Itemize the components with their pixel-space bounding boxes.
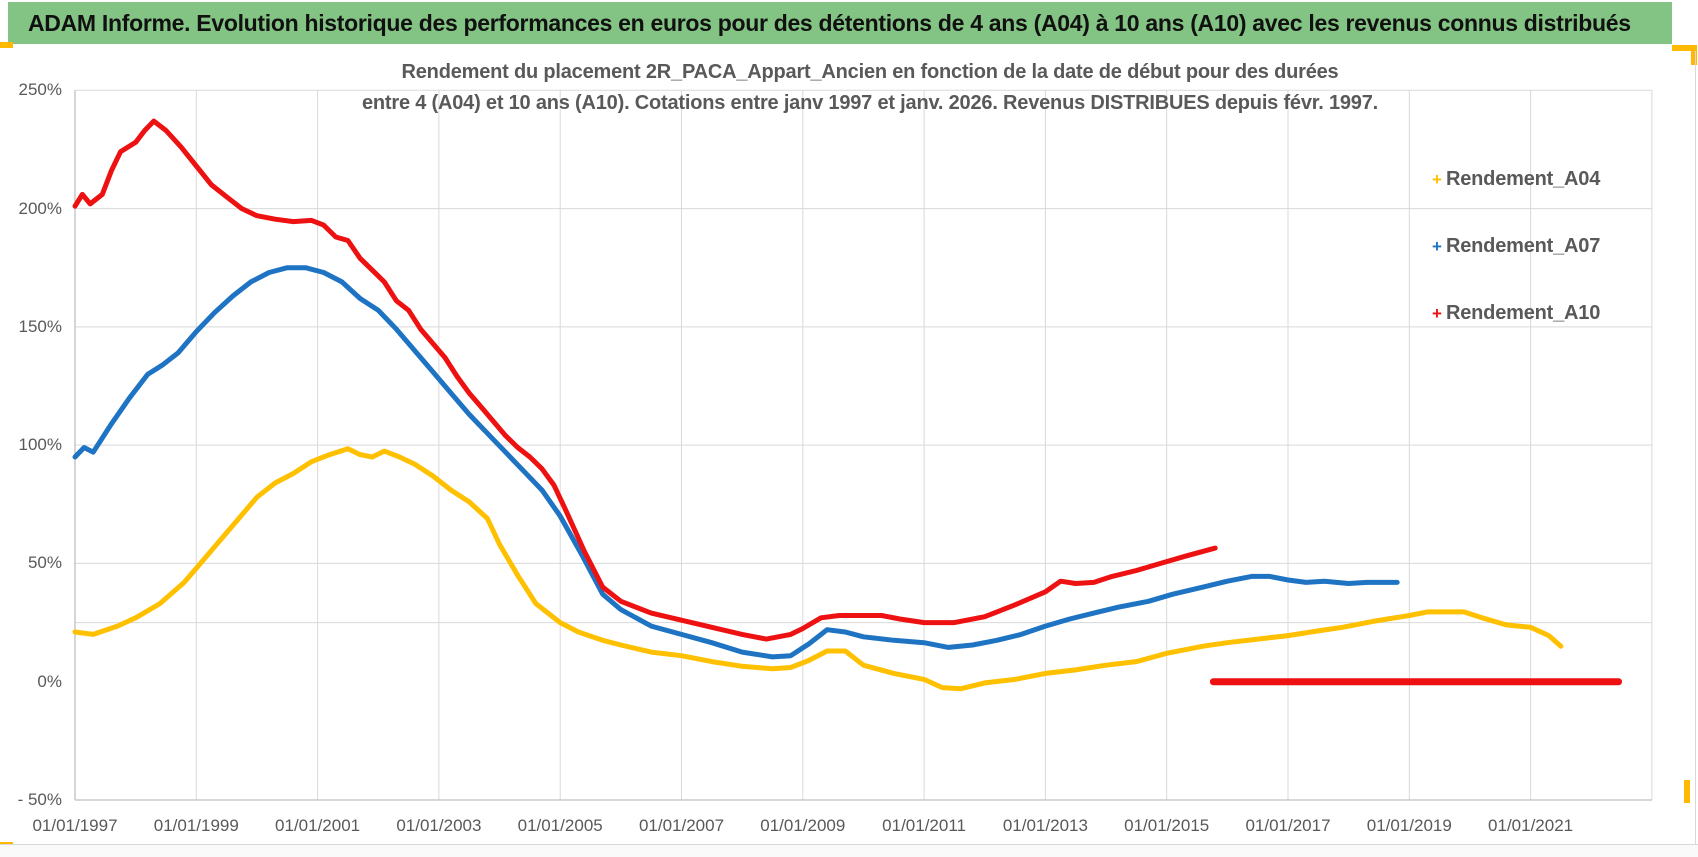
x-axis-label-2005: 01/01/2005 bbox=[517, 816, 603, 835]
sheet-row-below-chart bbox=[0, 845, 1698, 857]
legend-item-rendement_a04[interactable]: + Rendement_A04 bbox=[1428, 168, 1600, 191]
series-line-rendement_a04[interactable] bbox=[72, 446, 1564, 692]
legend-label: Rendement_A07 bbox=[1446, 235, 1601, 257]
selection-corner-top-right-h bbox=[1672, 45, 1697, 51]
legend-marker-icon: + bbox=[1432, 303, 1442, 323]
y-axis-label-200%: 200% bbox=[18, 198, 62, 218]
chart-title: Rendement du placement 2R_PACA_Appart_An… bbox=[300, 57, 1440, 119]
y-axis-label-0%: 0% bbox=[37, 671, 62, 691]
x-axis-label-1999: 01/01/1999 bbox=[153, 816, 239, 835]
y-axis-label-100%: 100% bbox=[18, 435, 62, 455]
selection-corner-top-left bbox=[0, 42, 13, 48]
x-axis-label-2017: 01/01/2017 bbox=[1245, 816, 1331, 835]
x-axis-label-2015: 01/01/2015 bbox=[1124, 816, 1210, 835]
selection-handle-bottom-right bbox=[1684, 780, 1690, 803]
y-axis-label--50%: - 50% bbox=[17, 790, 62, 809]
series-line-rendement_a07[interactable] bbox=[72, 265, 1400, 660]
x-axis-label-2013: 01/01/2013 bbox=[1002, 816, 1088, 835]
legend-label: Rendement_A10 bbox=[1446, 302, 1601, 324]
y-axis-label-250%: 250% bbox=[18, 80, 62, 100]
selection-corner-top-right-v bbox=[1691, 45, 1697, 65]
x-axis-label-1997: 01/01/1997 bbox=[32, 816, 118, 835]
legend-marker-icon: + bbox=[1432, 169, 1442, 189]
sheet-gridline-bottom bbox=[0, 844, 1698, 845]
legend-item-rendement_a07[interactable]: + Rendement_A07 bbox=[1428, 235, 1600, 258]
y-axis-label-50%: 50% bbox=[27, 553, 62, 573]
header-title: ADAM Informe. Evolution historique des p… bbox=[28, 9, 1631, 36]
chart-title-line1: Rendement du placement 2R_PACA_Appart_An… bbox=[401, 61, 1339, 83]
legend-item-rendement_a10[interactable]: + Rendement_A10 bbox=[1428, 302, 1600, 325]
y-axis-label-150%: 150% bbox=[18, 316, 62, 336]
x-axis-label-2021: 01/01/2021 bbox=[1488, 816, 1574, 835]
x-axis-label-2003: 01/01/2003 bbox=[396, 816, 482, 835]
x-axis-label-2007: 01/01/2007 bbox=[638, 816, 725, 835]
sheet-gridline-right bbox=[1695, 51, 1696, 857]
x-axis-label-2011: 01/01/2011 bbox=[882, 816, 966, 835]
x-axis-label-2019: 01/01/2019 bbox=[1366, 816, 1452, 835]
x-axis-label-2009: 01/01/2009 bbox=[760, 816, 846, 835]
x-axis-label-2001: 01/01/2001 bbox=[275, 816, 361, 835]
chart-title-line2: entre 4 (A04) et 10 ans (A10). Cotations… bbox=[361, 92, 1378, 114]
legend-marker-icon: + bbox=[1432, 236, 1442, 256]
series-line-rendement_a10[interactable] bbox=[72, 118, 1218, 642]
legend-label: Rendement_A04 bbox=[1446, 168, 1601, 190]
header-bar: ADAM Informe. Evolution historique des p… bbox=[8, 2, 1672, 44]
